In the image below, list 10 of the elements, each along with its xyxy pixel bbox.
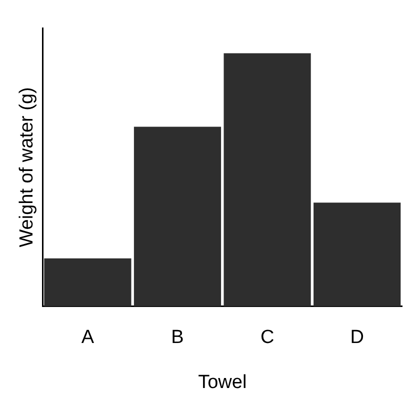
bar bbox=[314, 202, 401, 306]
y-axis-title: Weight of water (g) bbox=[16, 87, 38, 248]
bar bbox=[44, 258, 132, 306]
x-tick-label: C bbox=[260, 327, 274, 348]
x-tick-label: D bbox=[350, 327, 364, 348]
x-tick-label: B bbox=[171, 327, 184, 348]
bar bbox=[134, 126, 222, 306]
x-tick-label: A bbox=[81, 327, 94, 348]
bar bbox=[224, 53, 311, 306]
x-axis-title: Towel bbox=[198, 372, 247, 393]
